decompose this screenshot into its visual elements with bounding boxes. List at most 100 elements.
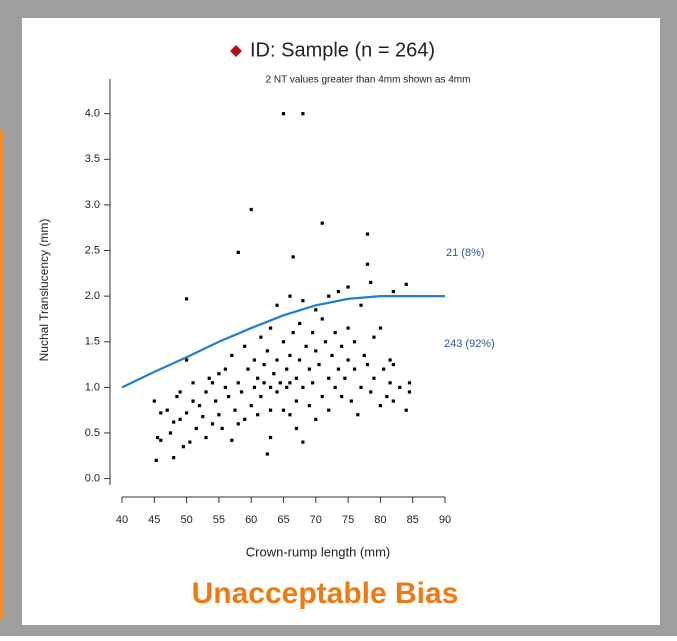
data-point [346,326,350,330]
data-point [359,385,363,389]
data-point [159,411,163,415]
data-point [275,390,279,394]
data-point [333,331,337,335]
data-point [178,417,182,421]
y-tick-label: 0.0 [85,473,100,485]
data-point [217,372,221,376]
data-point [230,353,234,358]
data-point [197,404,202,408]
data-point [327,294,331,298]
data-point [256,413,260,417]
y-tick-label: 3.5 [85,153,100,165]
x-tick-label: 40 [116,514,128,526]
data-point [259,335,263,339]
data-point [268,385,273,389]
data-point [310,331,315,335]
data-point [268,435,273,440]
data-point [288,353,292,358]
data-point [281,408,286,412]
data-point [275,358,279,362]
data-point [239,390,244,394]
data-point [152,399,156,403]
data-point [252,385,257,389]
annotation: 243 (92%) [444,338,495,350]
data-point [285,367,289,371]
data-point [256,376,260,380]
data-point [185,297,189,301]
data-point [314,417,318,421]
data-point [191,381,195,385]
data-point [191,399,195,403]
data-point [407,390,412,394]
data-point [356,413,360,417]
y-tick-label: 3.0 [85,199,100,211]
data-point [214,399,218,403]
data-point [327,376,331,380]
data-point [246,367,250,371]
data-point [343,376,347,380]
data-point [285,385,289,389]
data-point [291,331,295,335]
data-point [391,362,395,367]
data-point [272,372,276,376]
data-point [262,381,266,385]
data-point [388,381,392,385]
data-point [369,390,373,394]
data-point [236,250,240,254]
data-point [320,394,324,399]
data-point [233,408,237,412]
x-tick-label: 70 [310,514,322,526]
data-point [310,381,315,385]
data-point [307,367,311,371]
x-tick-label: 85 [407,514,419,526]
data-point [369,280,373,285]
y-tick-label: 1.0 [85,381,100,393]
annotation: 21 (8%) [446,247,485,259]
data-point [172,420,176,424]
data-point [159,438,163,442]
data-point [204,390,208,394]
data-point [294,399,299,403]
x-tick-label: 75 [342,514,354,526]
data-point [243,417,247,421]
y-tick-label: 0.5 [85,427,100,439]
data-point [336,289,341,294]
data-point [398,385,402,389]
data-point [165,408,169,412]
data-point [207,376,211,380]
data-point [268,326,273,330]
y-tick-label: 4.0 [85,108,100,120]
data-point [291,255,295,259]
trend-line [121,295,445,389]
data-point [382,367,386,371]
data-point [236,381,240,385]
data-point [265,349,269,353]
data-point [188,440,192,444]
data-point [340,344,344,348]
data-point [217,413,221,417]
data-point [249,404,253,408]
data-point [259,394,263,399]
y-tick-label: 2.5 [85,244,100,256]
data-point [268,408,273,412]
data-point [236,422,240,426]
data-point [391,289,395,294]
data-point [201,414,205,419]
data-point [314,308,318,312]
data-point [298,321,302,326]
x-tick-label: 80 [374,514,386,526]
legend-marker [230,45,242,57]
data-point [220,426,224,431]
data-point [185,411,189,415]
data-point [359,303,363,307]
data-point [178,390,182,394]
x-tick-label: 60 [245,514,257,526]
data-point [223,367,227,371]
data-point [252,358,257,362]
data-point [372,335,376,339]
data-point [301,112,305,116]
x-tick-label: 65 [277,514,289,526]
data-point [301,385,305,389]
data-point [226,394,231,399]
